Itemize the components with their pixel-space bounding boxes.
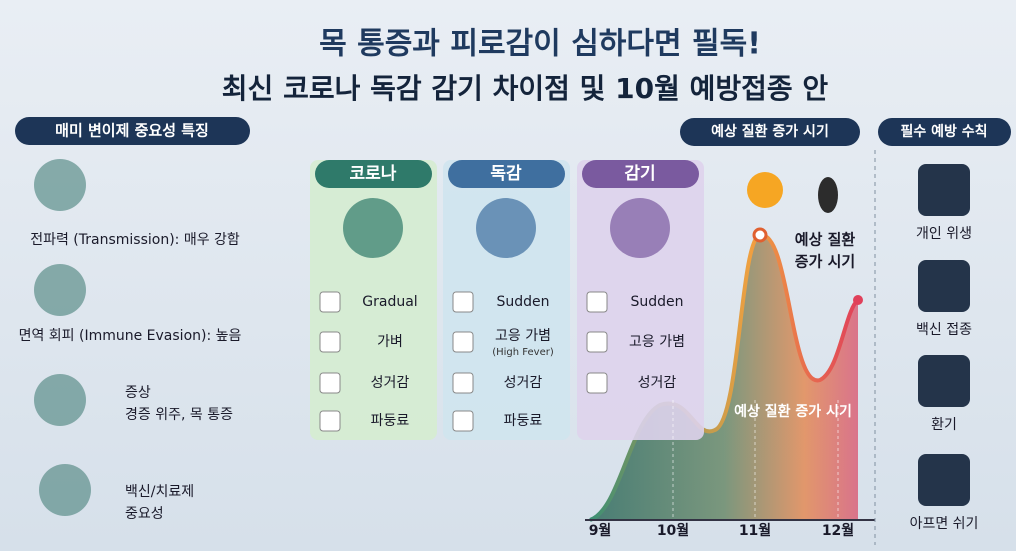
- left-item: 중요성: [125, 506, 164, 522]
- peak-dot: [752, 227, 768, 243]
- virus-icon: [476, 198, 536, 258]
- row-icon: [452, 372, 474, 394]
- insect-icon: [818, 177, 838, 213]
- prevention-icon: [918, 164, 970, 216]
- title-line2: 최신 코로나 독감 감기 차이점 및 10월 예방접종 안: [222, 72, 829, 105]
- month-label: 10월: [657, 522, 689, 539]
- column-name: 감기: [624, 164, 655, 184]
- icon: [34, 374, 86, 426]
- month-label: 11월: [739, 522, 771, 539]
- row-icon: [452, 410, 474, 432]
- prevention-label: 백신 접종: [916, 322, 972, 338]
- row-text: 성거감: [504, 375, 543, 391]
- trend-area: [590, 234, 858, 520]
- mid-label: 예상 질환 증가 시기: [734, 403, 852, 420]
- column-name: 코로나: [350, 164, 397, 184]
- row-icon: [452, 291, 474, 313]
- chart-title: 예상 질환 증가 시기: [711, 123, 829, 140]
- virus-icon: [610, 198, 670, 258]
- left-item: 전파력 (Transmission): 매우 강함: [30, 232, 240, 248]
- row-note: (High Fever): [492, 347, 554, 358]
- row-text: Sudden: [630, 294, 683, 310]
- end-dot: [853, 295, 863, 305]
- icon: [34, 264, 86, 316]
- row-icon: [586, 372, 608, 394]
- column-name: 독감: [490, 164, 522, 184]
- left-item: 경증 위주, 목 통증: [125, 407, 233, 423]
- prevention-label: 아프면 쉬기: [910, 516, 979, 532]
- sun-icon: [747, 172, 783, 208]
- peak-label: 증가 시기: [795, 253, 855, 271]
- prevention-icon: [918, 355, 970, 407]
- row-text: 파둥료: [371, 413, 410, 429]
- left-item: 백신/치료제: [125, 484, 194, 500]
- row-text: 가벼: [377, 334, 403, 350]
- row-icon: [586, 291, 608, 313]
- row-icon: [319, 291, 341, 313]
- pill: [582, 160, 699, 188]
- row-text: 성거감: [371, 375, 410, 391]
- pill: [680, 118, 860, 146]
- icon: [39, 464, 91, 516]
- prevention-label: 개인 위생: [916, 226, 972, 242]
- month-label: 9월: [589, 522, 612, 539]
- row-icon: [319, 331, 341, 353]
- title-line1: 목 통증과 피로감이 심하다면 필독!: [319, 27, 761, 62]
- row-text: Sudden: [496, 294, 549, 310]
- pill: [448, 160, 565, 188]
- prevention-icon: [918, 454, 970, 506]
- column-card: [310, 160, 437, 440]
- row-text: 성거감: [638, 375, 677, 391]
- right-title: 필수 예방 수칙: [900, 123, 987, 140]
- row-text: 고응 가볌: [629, 334, 685, 350]
- row-icon: [452, 331, 474, 353]
- virus-icon: [343, 198, 403, 258]
- peak-label: 예상 질환: [795, 231, 856, 249]
- prevention-label: 환기: [931, 417, 957, 433]
- left-item: 증상: [125, 385, 151, 401]
- prevention-icon: [918, 260, 970, 312]
- row-text: 파둥료: [504, 413, 543, 429]
- column-card: [443, 160, 570, 440]
- row-icon: [319, 372, 341, 394]
- row-icon: [586, 331, 608, 353]
- left-title: 매미 변이제 중요성 특징: [55, 122, 209, 140]
- month-label: 12월: [822, 522, 854, 539]
- left-item: 면역 회피 (Immune Evasion): 높음: [19, 328, 242, 344]
- chart-shapes: [585, 172, 875, 522]
- row-text: Gradual: [362, 294, 417, 310]
- row-icon: [319, 410, 341, 432]
- column-card: [577, 160, 704, 440]
- pill: [15, 117, 250, 145]
- row-text: 고응 가볌: [495, 328, 551, 344]
- icon: [34, 159, 86, 211]
- pill: [315, 160, 432, 188]
- pill: [878, 118, 1011, 146]
